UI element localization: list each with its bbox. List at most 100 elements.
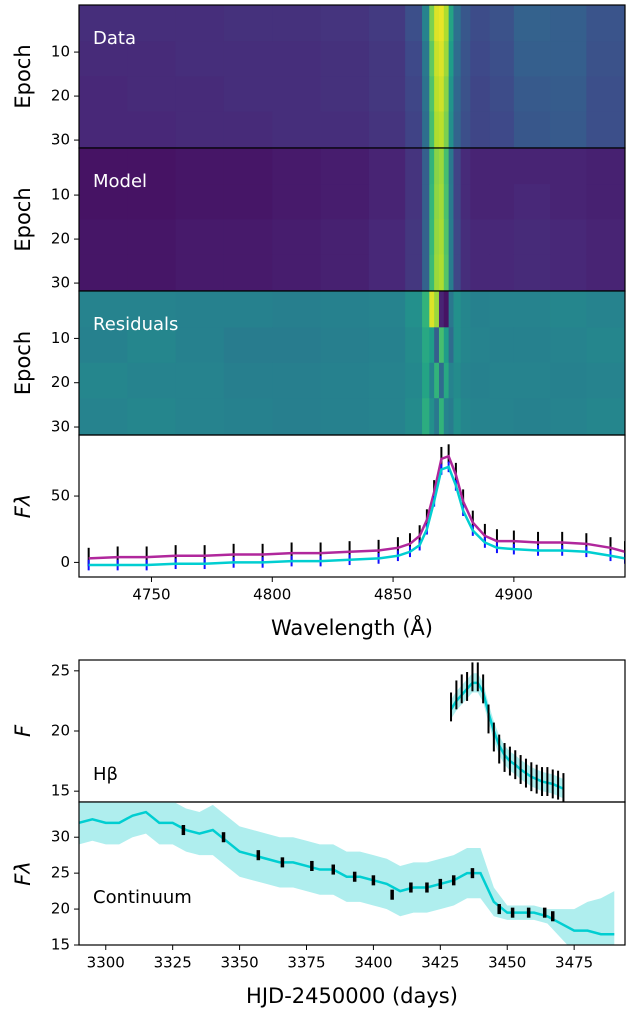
heat-cell <box>470 184 491 220</box>
line <box>449 681 564 790</box>
heat-cell <box>443 184 450 220</box>
heat-cell <box>550 111 587 148</box>
heat-cell <box>320 148 370 185</box>
heat-cell <box>470 327 491 364</box>
heat-cell <box>175 291 225 328</box>
heat-cell <box>489 184 515 220</box>
heat-cell <box>127 76 177 112</box>
heat-cell <box>448 398 454 435</box>
heat-cell <box>422 111 430 148</box>
heat-cell <box>489 362 515 399</box>
heat-cell <box>272 327 322 364</box>
heat-cell <box>453 398 462 435</box>
heat-cell <box>586 111 625 148</box>
heat-cell <box>175 76 225 112</box>
heat-cell <box>368 398 406 435</box>
heat-cell <box>460 398 471 435</box>
heat-cell <box>586 76 625 112</box>
heat-cell <box>79 291 128 328</box>
heat-cell <box>79 184 128 220</box>
heat-cell <box>429 254 435 291</box>
heat-cell <box>513 148 551 185</box>
heat-cell <box>320 291 370 328</box>
heat-cell <box>470 362 491 399</box>
heat-cell <box>429 219 435 255</box>
heat-cell <box>489 254 515 291</box>
heat-cell <box>127 5 177 42</box>
heat-cell <box>320 327 370 364</box>
heat-cell <box>429 291 435 328</box>
heat-cell <box>175 327 225 364</box>
y-tick-label: 10 <box>51 329 70 347</box>
panel-label: Hβ <box>93 764 118 785</box>
y-axis-label: Epoch <box>11 331 35 395</box>
heat-cell <box>272 291 322 328</box>
heat-cell <box>489 76 515 112</box>
heat-cell <box>460 254 471 291</box>
heat-cell <box>127 111 177 148</box>
plot-area <box>79 5 625 148</box>
y-tick-label: 50 <box>51 487 70 505</box>
x-tick-label: 3425 <box>421 954 459 972</box>
heat-cell <box>320 184 370 220</box>
y-tick-label: 30 <box>51 274 70 292</box>
y-tick-label: 20 <box>51 87 70 105</box>
heat-cell <box>434 327 440 364</box>
heat-cell <box>79 111 128 148</box>
heat-cell <box>422 41 430 77</box>
heat-cell <box>443 76 450 112</box>
heat-cell <box>434 291 440 328</box>
heat-cell <box>368 148 406 185</box>
heat-cell <box>175 5 225 42</box>
heat-cell <box>443 148 450 185</box>
y-axis-label: F <box>11 724 35 737</box>
heat-cell <box>223 291 273 328</box>
line <box>88 465 625 567</box>
x-tick-label: 3300 <box>87 954 125 972</box>
heat-cell <box>368 41 406 77</box>
plot-area <box>79 291 625 435</box>
plot-area <box>449 662 565 802</box>
heat-cell <box>453 327 462 364</box>
heat-cell <box>489 219 515 255</box>
heat-cell <box>175 254 225 291</box>
line <box>88 454 625 560</box>
heat-cell <box>443 5 450 42</box>
heat-cell <box>422 398 430 435</box>
plot-area <box>79 802 615 945</box>
heat-cell <box>223 111 273 148</box>
heat-cell <box>470 219 491 255</box>
heat-cell <box>489 41 515 77</box>
heat-cell <box>586 219 625 255</box>
heat-cell <box>550 398 587 435</box>
heat-cell <box>368 5 406 42</box>
heat-cell <box>272 41 322 77</box>
heat-cell <box>470 5 491 42</box>
heat-cell <box>79 219 128 255</box>
y-tick-label: 25 <box>51 864 70 882</box>
plot-area <box>87 444 625 571</box>
y-axis-label: Epoch <box>11 44 35 108</box>
y-tick-label: 30 <box>51 828 70 846</box>
heat-cell <box>586 148 625 185</box>
heat-cell <box>513 219 551 255</box>
heat-cell <box>586 254 625 291</box>
heat-cell <box>443 398 450 435</box>
heat-cell <box>460 291 471 328</box>
heat-cell <box>586 291 625 328</box>
heat-cell <box>453 148 462 185</box>
heat-cell <box>422 148 430 185</box>
x-tick-label: 4800 <box>253 586 291 604</box>
heat-cell <box>320 254 370 291</box>
heat-cell <box>79 327 128 364</box>
heat-cell <box>405 184 423 220</box>
heat-cell <box>320 362 370 399</box>
heat-cell <box>453 254 462 291</box>
heat-cell <box>405 148 423 185</box>
y-tick-label: 0 <box>60 553 70 571</box>
x-tick-label: 3350 <box>220 954 258 972</box>
heat-cell <box>453 362 462 399</box>
heat-cell <box>434 148 440 185</box>
heat-cell <box>513 76 551 112</box>
